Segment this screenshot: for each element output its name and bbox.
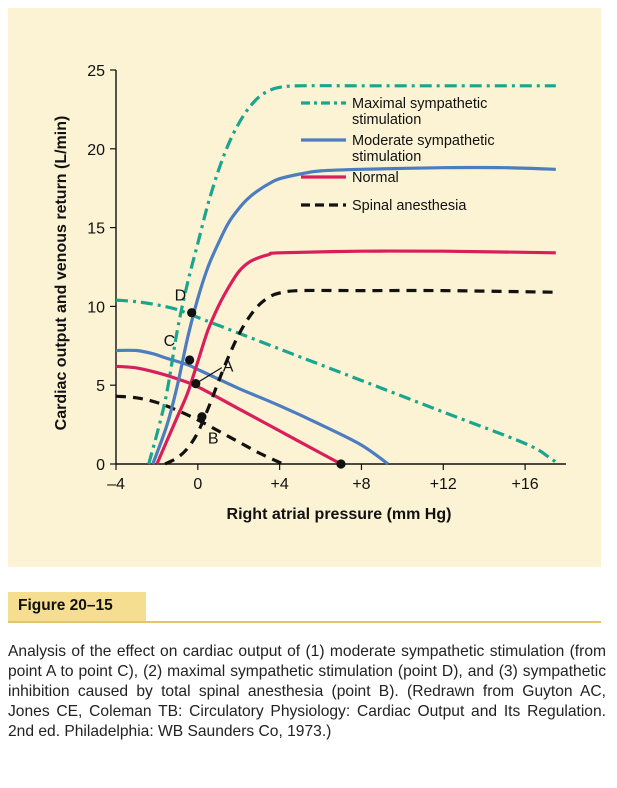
venous-return-curve [115,298,559,466]
y-tick-label: 15 [87,221,105,238]
legend-label: Maximal sympathetic [352,96,487,112]
x-tick-label: 0 [193,476,202,493]
y-tick-label: 10 [87,299,105,316]
venous-return-curve [115,394,285,466]
y-axis-label: Cardiac output and venous return (L/min) [53,116,70,431]
equilibrium-point [197,412,207,422]
point-label: A [223,359,234,376]
point-label: B [208,431,219,448]
legend-label: stimulation [352,149,421,165]
figure-caption: Analysis of the effect on cardiac output… [8,643,606,740]
cardiac-output-curve [151,165,556,465]
point-label: D [175,288,187,305]
cardiac-output-curve [164,288,556,466]
point-label: C [164,333,176,350]
x-tick-label: +4 [271,476,289,493]
y-tick-label: 0 [96,457,105,474]
cardiac-output-curve [155,249,556,465]
x-tick-label: +12 [430,476,457,493]
equilibrium-point [191,379,201,389]
x-tick-label: +16 [512,476,539,493]
legend-label: Moderate sympathetic [352,133,495,149]
y-tick-label: 5 [96,378,105,395]
venous-return-curve [115,348,389,466]
y-tick-label: 20 [87,142,105,159]
equilibrium-point [185,355,195,365]
legend-label: stimulation [352,112,421,128]
x-tick-label: –4 [107,476,125,493]
chart-panel: 0 5 10 15 20 25 –4 0 +4 +8 +12 +16 Right atrial pres… [8,8,601,567]
equilibrium-point [336,459,346,469]
legend-label: Normal [352,170,399,186]
figure-label-background [8,592,146,621]
figure-label: Figure 20–15 [18,597,113,614]
cardiac-output-curve [147,84,556,465]
x-tick-label: +8 [352,476,370,493]
point-a-leader [195,367,223,385]
venous-return-curve [115,364,342,466]
y-tick-label: 25 [87,63,105,80]
figure-label-band: Figure 20–15 [8,592,601,623]
equilibrium-point [187,308,197,318]
legend-label: Spinal anesthesia [352,198,467,214]
x-axis-label: Right atrial pressure (mm Hg) [227,506,452,523]
